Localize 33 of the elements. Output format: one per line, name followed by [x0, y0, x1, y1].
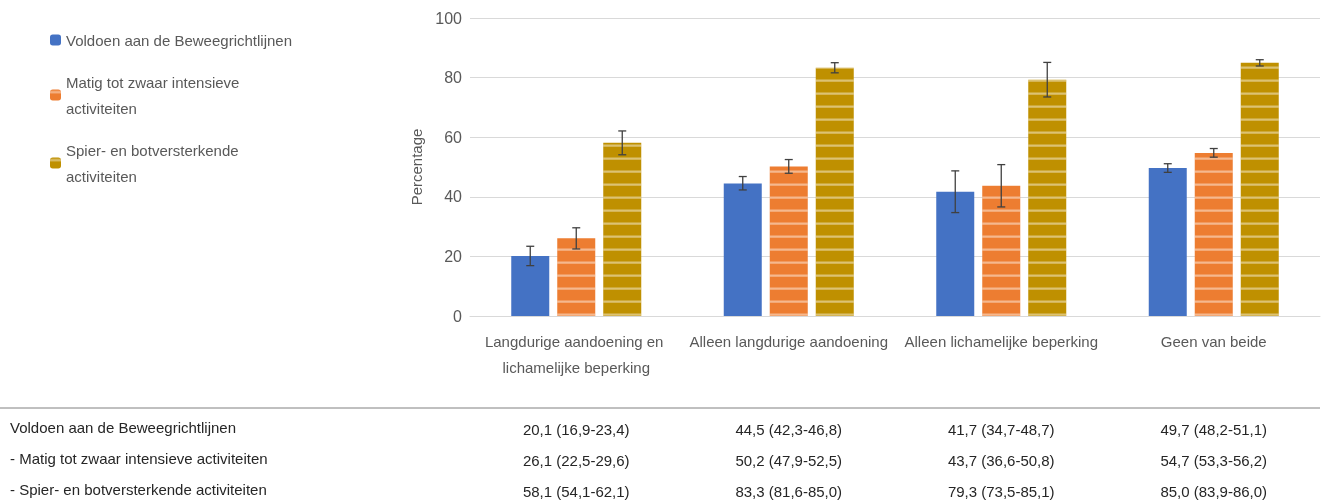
x-tick-label: Alleen langdurige aandoening — [689, 332, 889, 350]
data-label: 58,1 (54,1-62,1) — [522, 482, 630, 500]
data-label: 85,0 (83,9-86,0) — [1160, 482, 1268, 500]
text: - Spier- en botversterkende activiteiten — [10, 481, 267, 498]
y-tick-label: 40 — [444, 188, 463, 206]
x-tick-label: Geen van beide — [1160, 332, 1267, 350]
bar — [511, 256, 550, 316]
y-tick-label: 100 — [435, 9, 463, 27]
data-label: 26,1 (22,5-29,6) — [522, 451, 630, 469]
bar — [1148, 167, 1187, 316]
legend-label: Spier- en botversterkende activiteiten — [66, 141, 243, 185]
legend-label: Matig tot zwaar intensieve activiteiten — [66, 73, 244, 117]
data-label: 20,1 (16,9-23,4) — [522, 420, 630, 438]
data-label: 43,7 (36,6-50,8) — [947, 451, 1055, 469]
y-tick-label: 60 — [444, 128, 463, 146]
y-tick-label: 0 — [453, 307, 463, 325]
text: - Matig tot zwaar intensieve activiteiten — [10, 450, 268, 467]
bar — [936, 191, 975, 316]
bar — [723, 183, 762, 316]
data-label: 41,7 (34,7-48,7) — [947, 420, 1055, 438]
x-tick-label: Alleen lichamelijke beperking — [904, 332, 1098, 350]
data-label: 50,2 (47,9-52,5) — [735, 451, 843, 469]
data-label: 83,3 (81,6-85,0) — [735, 482, 843, 500]
data-label: 79,3 (73,5-85,1) — [947, 482, 1055, 500]
y-tick-label: 20 — [444, 247, 463, 265]
x-tick-label: Langdurige aandoening en lichamelijke beperking — [484, 332, 668, 376]
legend-label: Voldoen aan de Beweegrichtlijnen — [66, 31, 293, 49]
data-label: 54,7 (53,3-56,2) — [1160, 451, 1268, 469]
data-label: 44,5 (42,3-46,8) — [735, 420, 843, 438]
text: Voldoen aan de Beweegrichtlijnen — [10, 419, 237, 436]
y-axis-title: Percentage — [408, 128, 426, 206]
y-tick-label: 80 — [444, 69, 463, 87]
data-label: 49,7 (48,2-51,1) — [1160, 420, 1268, 438]
